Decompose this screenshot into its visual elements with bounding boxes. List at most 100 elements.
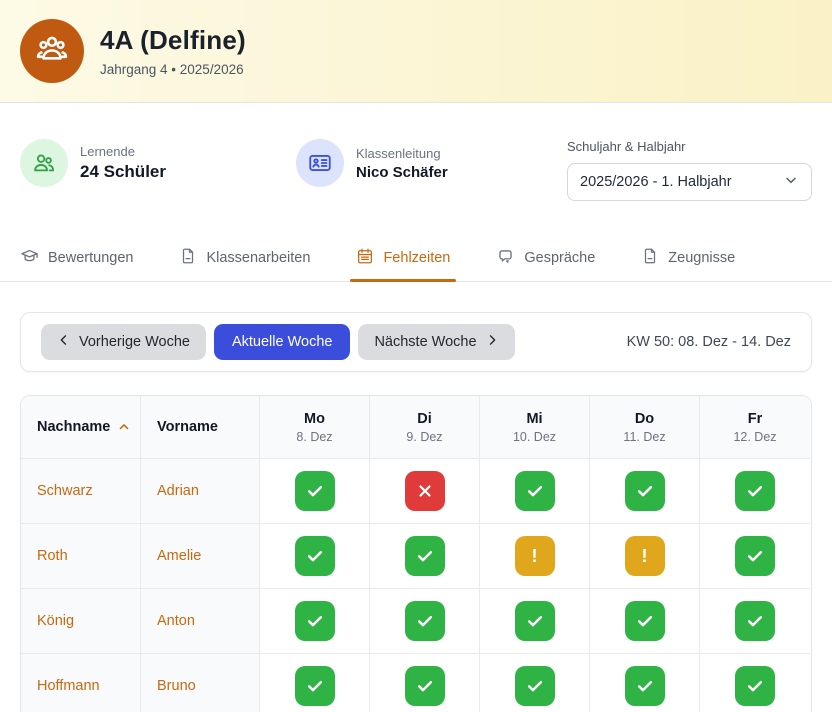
- column-header-vorname[interactable]: Vorname: [141, 396, 260, 459]
- check-icon[interactable]: [735, 471, 775, 511]
- class-avatar: [20, 19, 84, 83]
- student-first-name[interactable]: Amelie: [141, 524, 260, 589]
- attendance-cell: !: [590, 524, 700, 589]
- week-range-label: KW 50: 08. Dez - 14. Dez: [626, 334, 791, 350]
- attendance-cell: [590, 589, 700, 654]
- day-name: Mi: [526, 410, 543, 427]
- attendance-cell: [700, 654, 810, 712]
- tab-label: Fehlzeiten: [383, 250, 451, 266]
- chevron-down-icon: [783, 172, 799, 192]
- tab-fehlzeiten[interactable]: Fehlzeiten: [350, 235, 457, 282]
- column-header-day: Mo 8. Dez: [260, 396, 370, 459]
- check-icon[interactable]: [514, 471, 555, 511]
- tab-label: Gespräche: [524, 250, 596, 266]
- students-count: 24 Schüler: [80, 162, 166, 181]
- check-icon[interactable]: [514, 666, 555, 706]
- attendance-cell: [590, 654, 700, 712]
- day-date: 9. Dez: [406, 429, 443, 444]
- student-first-name[interactable]: Anton: [141, 589, 260, 654]
- check-icon[interactable]: [294, 471, 335, 511]
- check-icon[interactable]: [404, 601, 445, 641]
- week-navigation-card: Vorherige Woche Aktuelle Woche Nächste W…: [20, 312, 812, 372]
- x-icon[interactable]: [404, 471, 445, 511]
- tab-label: Zeugnisse: [668, 250, 736, 266]
- day-name: Mo: [304, 410, 325, 427]
- check-icon[interactable]: [294, 536, 335, 576]
- student-last-name[interactable]: König: [21, 589, 141, 654]
- attendance-cell: [700, 459, 810, 524]
- check-icon[interactable]: [294, 666, 335, 706]
- document-icon: [179, 247, 197, 269]
- tab-zeugnisse[interactable]: Zeugnisse: [641, 235, 735, 281]
- check-icon[interactable]: [735, 666, 775, 706]
- calendar-icon: [356, 247, 374, 269]
- attendance-cell: [260, 589, 370, 654]
- attendance-cell: !: [480, 524, 590, 589]
- tab-label: Klassenarbeiten: [206, 250, 311, 266]
- certificate-icon: [641, 247, 659, 269]
- tab-bar: Bewertungen Klassenarbeiten Fehlzeiten: [0, 235, 832, 282]
- day-date: 10. Dez: [512, 429, 557, 444]
- next-week-button[interactable]: Nächste Woche: [358, 324, 515, 360]
- check-icon[interactable]: [294, 601, 335, 641]
- users-icon: [20, 139, 68, 187]
- chat-bubbles-icon: [496, 247, 515, 270]
- current-week-label: Aktuelle Woche: [231, 334, 333, 350]
- next-week-label: Nächste Woche: [374, 334, 477, 350]
- day-date: 12. Dez: [733, 429, 777, 444]
- column-header-day: Mi 10. Dez: [480, 396, 590, 459]
- students-label: Lernende: [80, 144, 135, 159]
- tab-bewertungen[interactable]: Bewertungen: [20, 235, 133, 281]
- attendance-table: Nachname Vorname Mo 8. Dez Di 9. Dez Mi 10. Dez…: [21, 396, 811, 712]
- attendance-cell: [480, 459, 590, 524]
- page-title: 4A (Delfine): [100, 25, 246, 55]
- day-date: 8. Dez: [296, 429, 333, 444]
- attendance-cell: [700, 589, 810, 654]
- previous-week-button[interactable]: Vorherige Woche: [41, 324, 206, 360]
- current-week-button[interactable]: Aktuelle Woche: [213, 324, 351, 360]
- tab-label: Bewertungen: [48, 250, 134, 266]
- tab-klassenarbeiten[interactable]: Klassenarbeiten: [179, 235, 310, 281]
- attendance-cell: [480, 589, 590, 654]
- exclamation-icon[interactable]: !: [624, 536, 665, 576]
- check-icon[interactable]: [624, 666, 665, 706]
- attendance-cell: [370, 654, 480, 712]
- class-header: 4A (Delfine) Jahrgang 4 • 2025/2026: [0, 0, 832, 103]
- previous-week-label: Vorherige Woche: [79, 334, 190, 350]
- day-name: Di: [417, 410, 432, 427]
- attendance-cell: [700, 524, 810, 589]
- check-icon[interactable]: [624, 601, 665, 641]
- check-icon[interactable]: [514, 601, 555, 641]
- day-name: Fr: [747, 410, 763, 427]
- page-subtitle: Jahrgang 4 • 2025/2026: [100, 62, 244, 77]
- check-icon[interactable]: [404, 666, 445, 706]
- student-last-name[interactable]: Hoffmann: [21, 654, 141, 712]
- exclamation-icon[interactable]: !: [514, 536, 555, 576]
- teacher-name: Nico Schäfer: [356, 163, 448, 181]
- term-block: Schuljahr & Halbjahr 2025/2026 - 1. Halb…: [567, 139, 812, 201]
- attendance-cell: [590, 459, 700, 524]
- column-header-nachname[interactable]: Nachname: [21, 396, 141, 459]
- check-icon[interactable]: [735, 601, 775, 641]
- attendance-cell: [260, 524, 370, 589]
- student-first-name[interactable]: Adrian: [141, 459, 260, 524]
- check-icon[interactable]: [624, 471, 665, 511]
- day-name: Do: [634, 410, 655, 427]
- term-label: Schuljahr & Halbjahr: [567, 139, 686, 154]
- attendance-cell: [260, 654, 370, 712]
- chevron-left-icon: [57, 333, 71, 351]
- column-header-label: Nachname: [37, 419, 111, 435]
- chevron-up-icon: [117, 420, 131, 434]
- column-header-day: Do 11. Dez: [590, 396, 700, 459]
- student-last-name[interactable]: Roth: [21, 524, 141, 589]
- check-icon[interactable]: [404, 536, 445, 576]
- teacher-info: Klassenleitung Nico Schäfer: [296, 139, 567, 187]
- day-date: 11. Dez: [623, 429, 666, 444]
- student-last-name[interactable]: Schwarz: [21, 459, 141, 524]
- student-first-name[interactable]: Bruno: [141, 654, 260, 712]
- term-select[interactable]: 2025/2026 - 1. Halbjahr: [567, 163, 812, 201]
- attendance-cell: [370, 459, 480, 524]
- check-icon[interactable]: [735, 536, 775, 576]
- tab-gespraeche[interactable]: Gespräche: [496, 235, 595, 281]
- column-header-day: Fr 12. Dez: [700, 396, 810, 459]
